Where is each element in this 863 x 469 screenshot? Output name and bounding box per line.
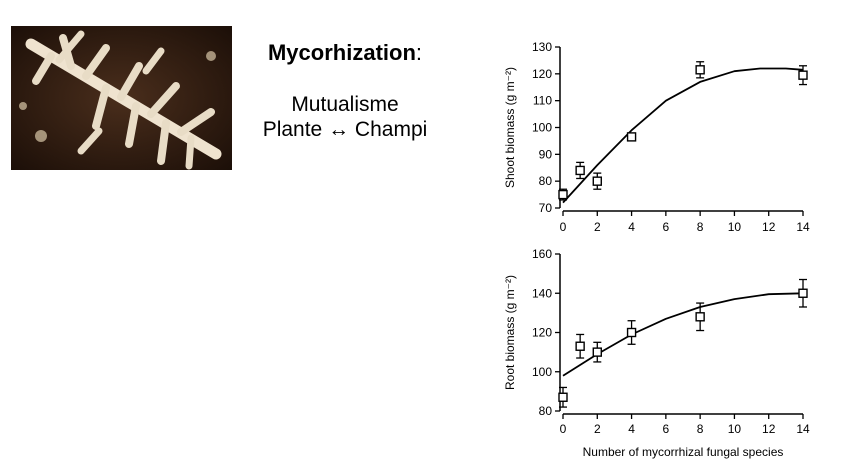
x-tick-label: 4 — [628, 220, 635, 234]
y-tick-label: 110 — [533, 94, 552, 108]
caption-title-text: Mycorhization — [267, 40, 416, 65]
y-tick-label: 140 — [532, 286, 552, 300]
x-tick-label: 12 — [762, 220, 776, 234]
caption-plante: Plante — [262, 118, 323, 141]
data-point — [558, 392, 568, 402]
x-tick-label: 12 — [762, 422, 776, 436]
data-point — [695, 65, 705, 75]
x-tick-label: 2 — [594, 220, 601, 234]
caption-body: Mutualisme Plante ↔ Champi — [240, 92, 450, 142]
x-tick-label: 8 — [697, 220, 704, 234]
y-tick-label: 80 — [539, 404, 553, 418]
x-tick-label: 10 — [728, 220, 742, 234]
x-tick-label: 2 — [594, 422, 601, 436]
caption-champi: Champi — [354, 118, 428, 141]
y-tick-label: 90 — [539, 147, 553, 161]
y-tick-label: 120 — [532, 326, 552, 340]
y-tick-label: 130 — [532, 40, 552, 54]
caption-title: Mycorhization: — [240, 40, 450, 66]
chart-panel-1: 70 80 90 100 110 120 130 0 2 4 6 8 10 12 14 Shoot bioma… — [503, 40, 810, 234]
data-point — [575, 341, 585, 351]
data-point — [592, 347, 602, 357]
data-point — [626, 132, 637, 142]
data-point — [592, 176, 602, 186]
y-tick-label: 120 — [532, 67, 552, 81]
mycorrhiza-root-photo — [11, 26, 232, 170]
caption-line-mutualisme: Mutualisme — [291, 93, 399, 116]
y-tick-label: 80 — [539, 174, 553, 188]
y-tick-label: 100 — [532, 365, 552, 379]
y-tick-label: 100 — [532, 121, 552, 135]
double-arrow-icon: ↔ — [328, 118, 350, 141]
data-point — [798, 70, 808, 80]
fit-curve — [562, 292, 804, 377]
y-tick-label: 70 — [539, 201, 553, 215]
y-axis-label: Shoot biomass (g m⁻²) — [503, 67, 517, 188]
x-tick-label: 6 — [663, 220, 670, 234]
data-point — [558, 189, 568, 200]
chart-panel-2: 80 100 120 140 160 0 2 4 6 8 10 12 14 Root biomass (g… — [503, 247, 810, 459]
fit-curve — [562, 67, 804, 204]
y-tick-label: 160 — [532, 247, 552, 261]
x-axis-label: Number of mycorrhizal fungal species — [583, 445, 784, 459]
x-tick-label: 4 — [628, 422, 635, 436]
caption-title-colon: : — [415, 40, 423, 65]
data-point — [798, 288, 808, 298]
data-point — [575, 165, 585, 176]
data-point — [695, 312, 705, 322]
x-tick-label: 14 — [796, 422, 810, 436]
x-tick-label: 14 — [796, 220, 810, 234]
x-tick-label: 0 — [560, 422, 567, 436]
data-point — [626, 327, 637, 338]
x-tick-label: 10 — [728, 422, 742, 436]
y-axis-label: Root biomass (g m⁻²) — [503, 275, 517, 390]
caption-line-plante-champi: Plante ↔ Champi — [240, 117, 450, 142]
x-tick-label: 8 — [697, 422, 704, 436]
x-tick-label: 6 — [663, 422, 670, 436]
x-tick-label: 0 — [560, 220, 567, 234]
